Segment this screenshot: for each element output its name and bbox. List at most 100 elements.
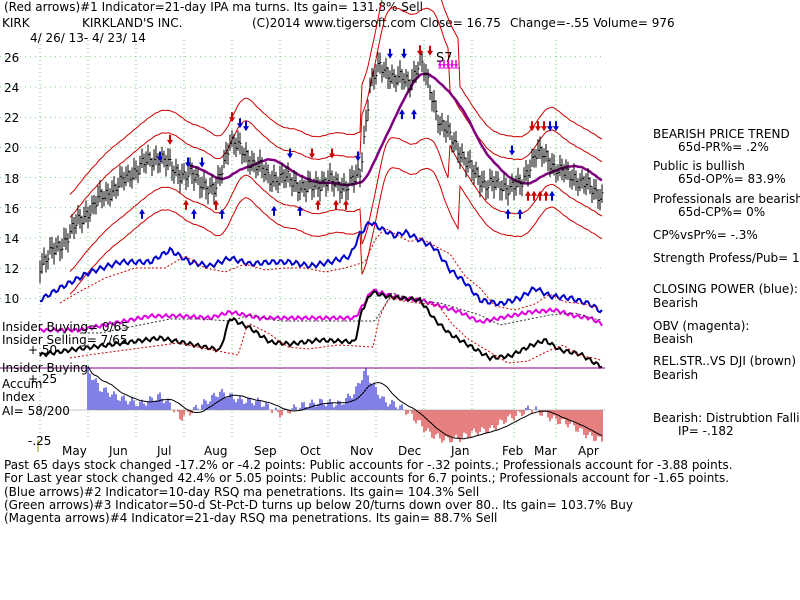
footer-line-4: (Green arrows)#3 Indicator=50-d St-Pct-D…	[4, 498, 634, 512]
blue-sell-arrow	[185, 157, 191, 168]
plus50-label: +.50	[28, 343, 58, 357]
arrow-head	[237, 123, 243, 129]
red-sell-arrow	[167, 134, 173, 145]
lower-band-outer	[69, 167, 603, 295]
insider-buying-label: Insider Buying= 0/65	[2, 320, 129, 334]
blue-sell-arrow	[547, 121, 553, 132]
blue-sell-arrow	[553, 121, 559, 132]
arrow-head	[167, 139, 173, 145]
arrow-head	[427, 50, 433, 56]
price-tick-20: 20	[4, 141, 20, 155]
bearish-price-trend: BEARISH PRICE TREND	[653, 127, 790, 141]
arrow-head	[553, 126, 559, 132]
price-tick-24: 24	[4, 81, 20, 95]
arrow-head	[297, 205, 303, 211]
blue-buy-arrow	[271, 205, 277, 216]
arrow-head	[243, 126, 249, 132]
red-buy-arrow	[333, 199, 339, 210]
strength-ratio: Strength Profess/Pub= 12	[653, 251, 800, 265]
red-sell-arrow	[309, 148, 315, 159]
copyright: (C)2014 www.tigersoft.com	[252, 16, 416, 30]
accum-label: Accum	[2, 377, 43, 391]
arrow-head	[229, 117, 235, 123]
arrow-head	[529, 126, 535, 132]
arrow-head	[199, 162, 205, 168]
arrow-head	[543, 190, 549, 196]
closing-power-title: CLOSING POWER (blue):	[653, 282, 798, 296]
upper-band-outer	[69, 0, 603, 195]
magenta-arrow-head	[442, 64, 446, 68]
plus25-label: +.25	[28, 372, 58, 386]
obv-ma	[80, 292, 603, 334]
magenta-arrow-head	[438, 64, 442, 68]
arrow-head	[549, 190, 555, 196]
cp-value: 65d-CP%= 0%	[678, 205, 766, 219]
footer-line-1: Past 65 days stock changed -17.2% or -4.…	[4, 458, 733, 472]
relstr-title: REL.STR..VS DJI (brown)	[653, 354, 797, 368]
date-range: 4/ 26/ 13- 4/ 23/ 14	[30, 31, 146, 45]
arrow-head	[537, 190, 543, 196]
month-mar: Mar	[534, 444, 557, 458]
arrow-head	[271, 205, 277, 211]
arrow-head	[343, 199, 349, 205]
red-buy-arrow	[543, 190, 549, 201]
price-axis-ticks	[0, 56, 605, 299]
price-tick-22: 22	[4, 111, 20, 125]
cp-vs-pr: CP%vsPr%= -.3%	[653, 228, 758, 242]
month-nov: Nov	[350, 444, 374, 458]
red-sell-arrow	[417, 45, 423, 56]
pros-status: Professionals are bearish	[653, 192, 800, 206]
arrow-head	[333, 199, 339, 205]
month-oct: Oct	[300, 444, 321, 458]
blue-sell-arrow	[387, 48, 393, 59]
red-sell-arrow	[541, 121, 547, 132]
arrow-head	[355, 156, 361, 162]
arrow-head	[191, 208, 197, 214]
red-buy-arrow	[537, 190, 543, 201]
company-name: KIRKLAND'S INC.	[82, 16, 183, 30]
arrow-head	[525, 190, 531, 196]
arrow-head	[287, 153, 293, 159]
op-value: 65d-OP%= 83.9%	[678, 172, 786, 186]
public-status: Public is bullish	[653, 159, 745, 173]
price-tick-12: 12	[4, 262, 20, 276]
arrow-head	[531, 190, 537, 196]
red-buy-arrow	[315, 199, 321, 210]
month-may: May	[62, 444, 87, 458]
blue-sell-arrow	[157, 151, 163, 162]
pr-value: 65d-PR%= .2%	[678, 140, 769, 154]
magenta-arrow-head	[446, 64, 450, 68]
month-gridlines	[39, 40, 557, 440]
arrow-head	[411, 109, 417, 115]
arrow-head	[213, 199, 219, 205]
arrow-head	[417, 50, 423, 56]
footer-line-3: (Blue arrows)#2 Indicator=10-day RSQ ma …	[4, 485, 480, 499]
red-buy-arrow	[213, 199, 219, 210]
red-sell-arrow	[529, 121, 535, 132]
magenta-arrow-head	[450, 64, 454, 68]
magenta-arrows	[438, 60, 460, 69]
ip-value: IP= -.182	[678, 424, 734, 438]
red-sell-arrow	[329, 148, 335, 159]
insider-buying-label-2: Insider Buying	[2, 361, 88, 375]
arrow-head	[535, 126, 541, 132]
price-bars	[39, 44, 604, 284]
price-tick-14: 14	[4, 232, 20, 246]
blue-buy-arrow	[399, 109, 405, 120]
blue-buy-arrow	[219, 208, 225, 219]
blue-buy-arrow	[505, 208, 511, 219]
minus25-label: -.25	[28, 434, 52, 448]
month-dec: Dec	[398, 444, 422, 458]
blue-buy-arrow	[191, 208, 197, 219]
blue-buy-arrow	[411, 109, 417, 120]
arrow-head	[329, 153, 335, 159]
month-aug: Aug	[204, 444, 228, 458]
footer-line-5: (Magenta arrows)#4 Indicator=21-day RSQ …	[4, 511, 498, 525]
arrow-head	[309, 153, 315, 159]
arrow-head	[505, 208, 511, 214]
obv-title: OBV (magenta):	[653, 319, 750, 333]
blue-sell-arrow	[199, 157, 205, 168]
blue-sell-arrow	[355, 151, 361, 162]
magenta-arrow-head	[454, 64, 458, 68]
arrow-head	[183, 199, 189, 205]
